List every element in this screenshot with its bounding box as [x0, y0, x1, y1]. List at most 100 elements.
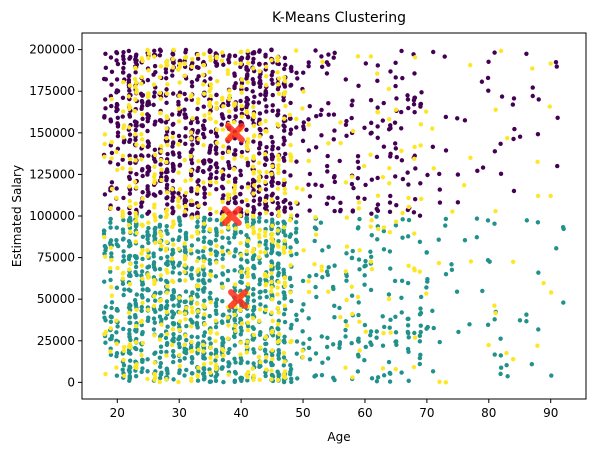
cluster-0-point — [102, 115, 107, 120]
cluster-2-point — [201, 51, 207, 57]
cluster-2-point — [182, 257, 188, 262]
cluster-1-point — [399, 278, 405, 284]
cluster-1-point — [270, 373, 275, 378]
cluster-2-point — [467, 62, 473, 68]
cluster-0-point — [145, 77, 151, 83]
cluster-2-point — [530, 66, 535, 71]
cluster-2-point — [202, 245, 207, 250]
cluster-2-point — [257, 134, 262, 139]
cluster-0-point — [195, 168, 200, 174]
cluster-0-point — [164, 176, 170, 181]
cluster-0-point — [282, 209, 287, 214]
cluster-0-point — [264, 144, 269, 150]
cluster-0-point — [109, 103, 114, 109]
cluster-2-point — [306, 289, 312, 295]
cluster-1-point — [121, 326, 126, 332]
cluster-1-point — [157, 224, 162, 229]
cluster-1-point — [250, 292, 256, 297]
cluster-0-point — [170, 178, 176, 184]
cluster-1-point — [164, 349, 169, 355]
cluster-0-point — [288, 131, 293, 136]
cluster-2-point — [208, 360, 214, 366]
cluster-2-point — [250, 249, 255, 255]
cluster-0-point — [114, 50, 120, 56]
cluster-1-point — [393, 330, 399, 335]
cluster-1-point — [337, 305, 342, 311]
cluster-2-point — [238, 213, 243, 218]
cluster-0-point — [270, 108, 275, 114]
cluster-1-point — [140, 234, 146, 240]
cluster-0-point — [127, 88, 132, 93]
cluster-1-point — [282, 334, 287, 339]
cluster-2-point — [220, 199, 225, 205]
cluster-2-point — [139, 74, 145, 80]
cluster-2-point — [126, 106, 132, 111]
cluster-2-point — [146, 220, 151, 225]
cluster-1-point — [157, 266, 163, 272]
cluster-2-point — [306, 279, 311, 284]
cluster-2-point — [152, 152, 158, 158]
cluster-0-point — [412, 109, 417, 115]
cluster-1-point — [114, 354, 119, 359]
cluster-0-point — [165, 151, 170, 157]
cluster-1-point — [258, 330, 263, 335]
cluster-0-point — [356, 83, 361, 89]
cluster-0-point — [120, 53, 126, 59]
cluster-2-point — [189, 305, 195, 310]
cluster-0-point — [221, 193, 226, 198]
cluster-0-point — [443, 148, 449, 153]
cluster-0-point — [283, 197, 288, 203]
cluster-1-point — [194, 224, 200, 230]
cluster-0-point — [133, 137, 138, 142]
cluster-2-point — [182, 61, 187, 66]
cluster-2-point — [152, 54, 157, 59]
cluster-2-point — [213, 362, 219, 368]
cluster-1-point — [190, 371, 195, 376]
cluster-0-point — [375, 63, 380, 68]
cluster-2-point — [419, 196, 424, 202]
cluster-2-point — [208, 54, 213, 59]
cluster-2-point — [220, 264, 226, 270]
cluster-0-point — [363, 182, 368, 188]
cluster-0-point — [233, 107, 238, 112]
cluster-0-point — [244, 87, 249, 92]
cluster-0-point — [208, 76, 213, 81]
cluster-1-point — [220, 357, 226, 363]
cluster-2-point — [201, 303, 206, 308]
centroid-stroke — [224, 122, 245, 143]
cluster-2-point — [177, 310, 183, 315]
cluster-0-point — [233, 200, 238, 205]
cluster-2-point — [275, 186, 281, 191]
cluster-1-point — [252, 350, 257, 355]
cluster-2-point — [214, 105, 219, 111]
cluster-0-point — [114, 77, 120, 82]
cluster-1-point — [245, 360, 250, 365]
cluster-0-point — [431, 49, 436, 55]
cluster-1-point — [492, 317, 497, 322]
cluster-2-point — [164, 290, 170, 296]
cluster-1-point — [307, 274, 312, 279]
cluster-2-point — [164, 267, 169, 273]
cluster-1-point — [337, 340, 343, 345]
cluster-1-point — [269, 249, 275, 254]
cluster-1-point — [153, 225, 158, 231]
cluster-1-point — [171, 295, 176, 301]
cluster-1-point — [120, 237, 126, 242]
cluster-1-point — [288, 371, 293, 377]
cluster-2-point — [189, 136, 194, 141]
cluster-2-point — [264, 64, 269, 70]
cluster-2-point — [157, 230, 163, 235]
cluster-1-point — [238, 316, 243, 322]
cluster-0-point — [282, 82, 287, 88]
cluster-2-point — [121, 109, 126, 114]
cluster-1-point — [283, 233, 288, 238]
cluster-0-point — [232, 179, 238, 185]
cluster-1-point — [425, 276, 430, 282]
cluster-0-point — [121, 195, 126, 201]
cluster-2-point — [190, 116, 195, 121]
cluster-2-point — [282, 75, 287, 80]
cluster-1-point — [264, 341, 269, 346]
cluster-2-point — [239, 114, 244, 119]
cluster-2-point — [257, 243, 262, 248]
cluster-1-point — [524, 319, 529, 324]
